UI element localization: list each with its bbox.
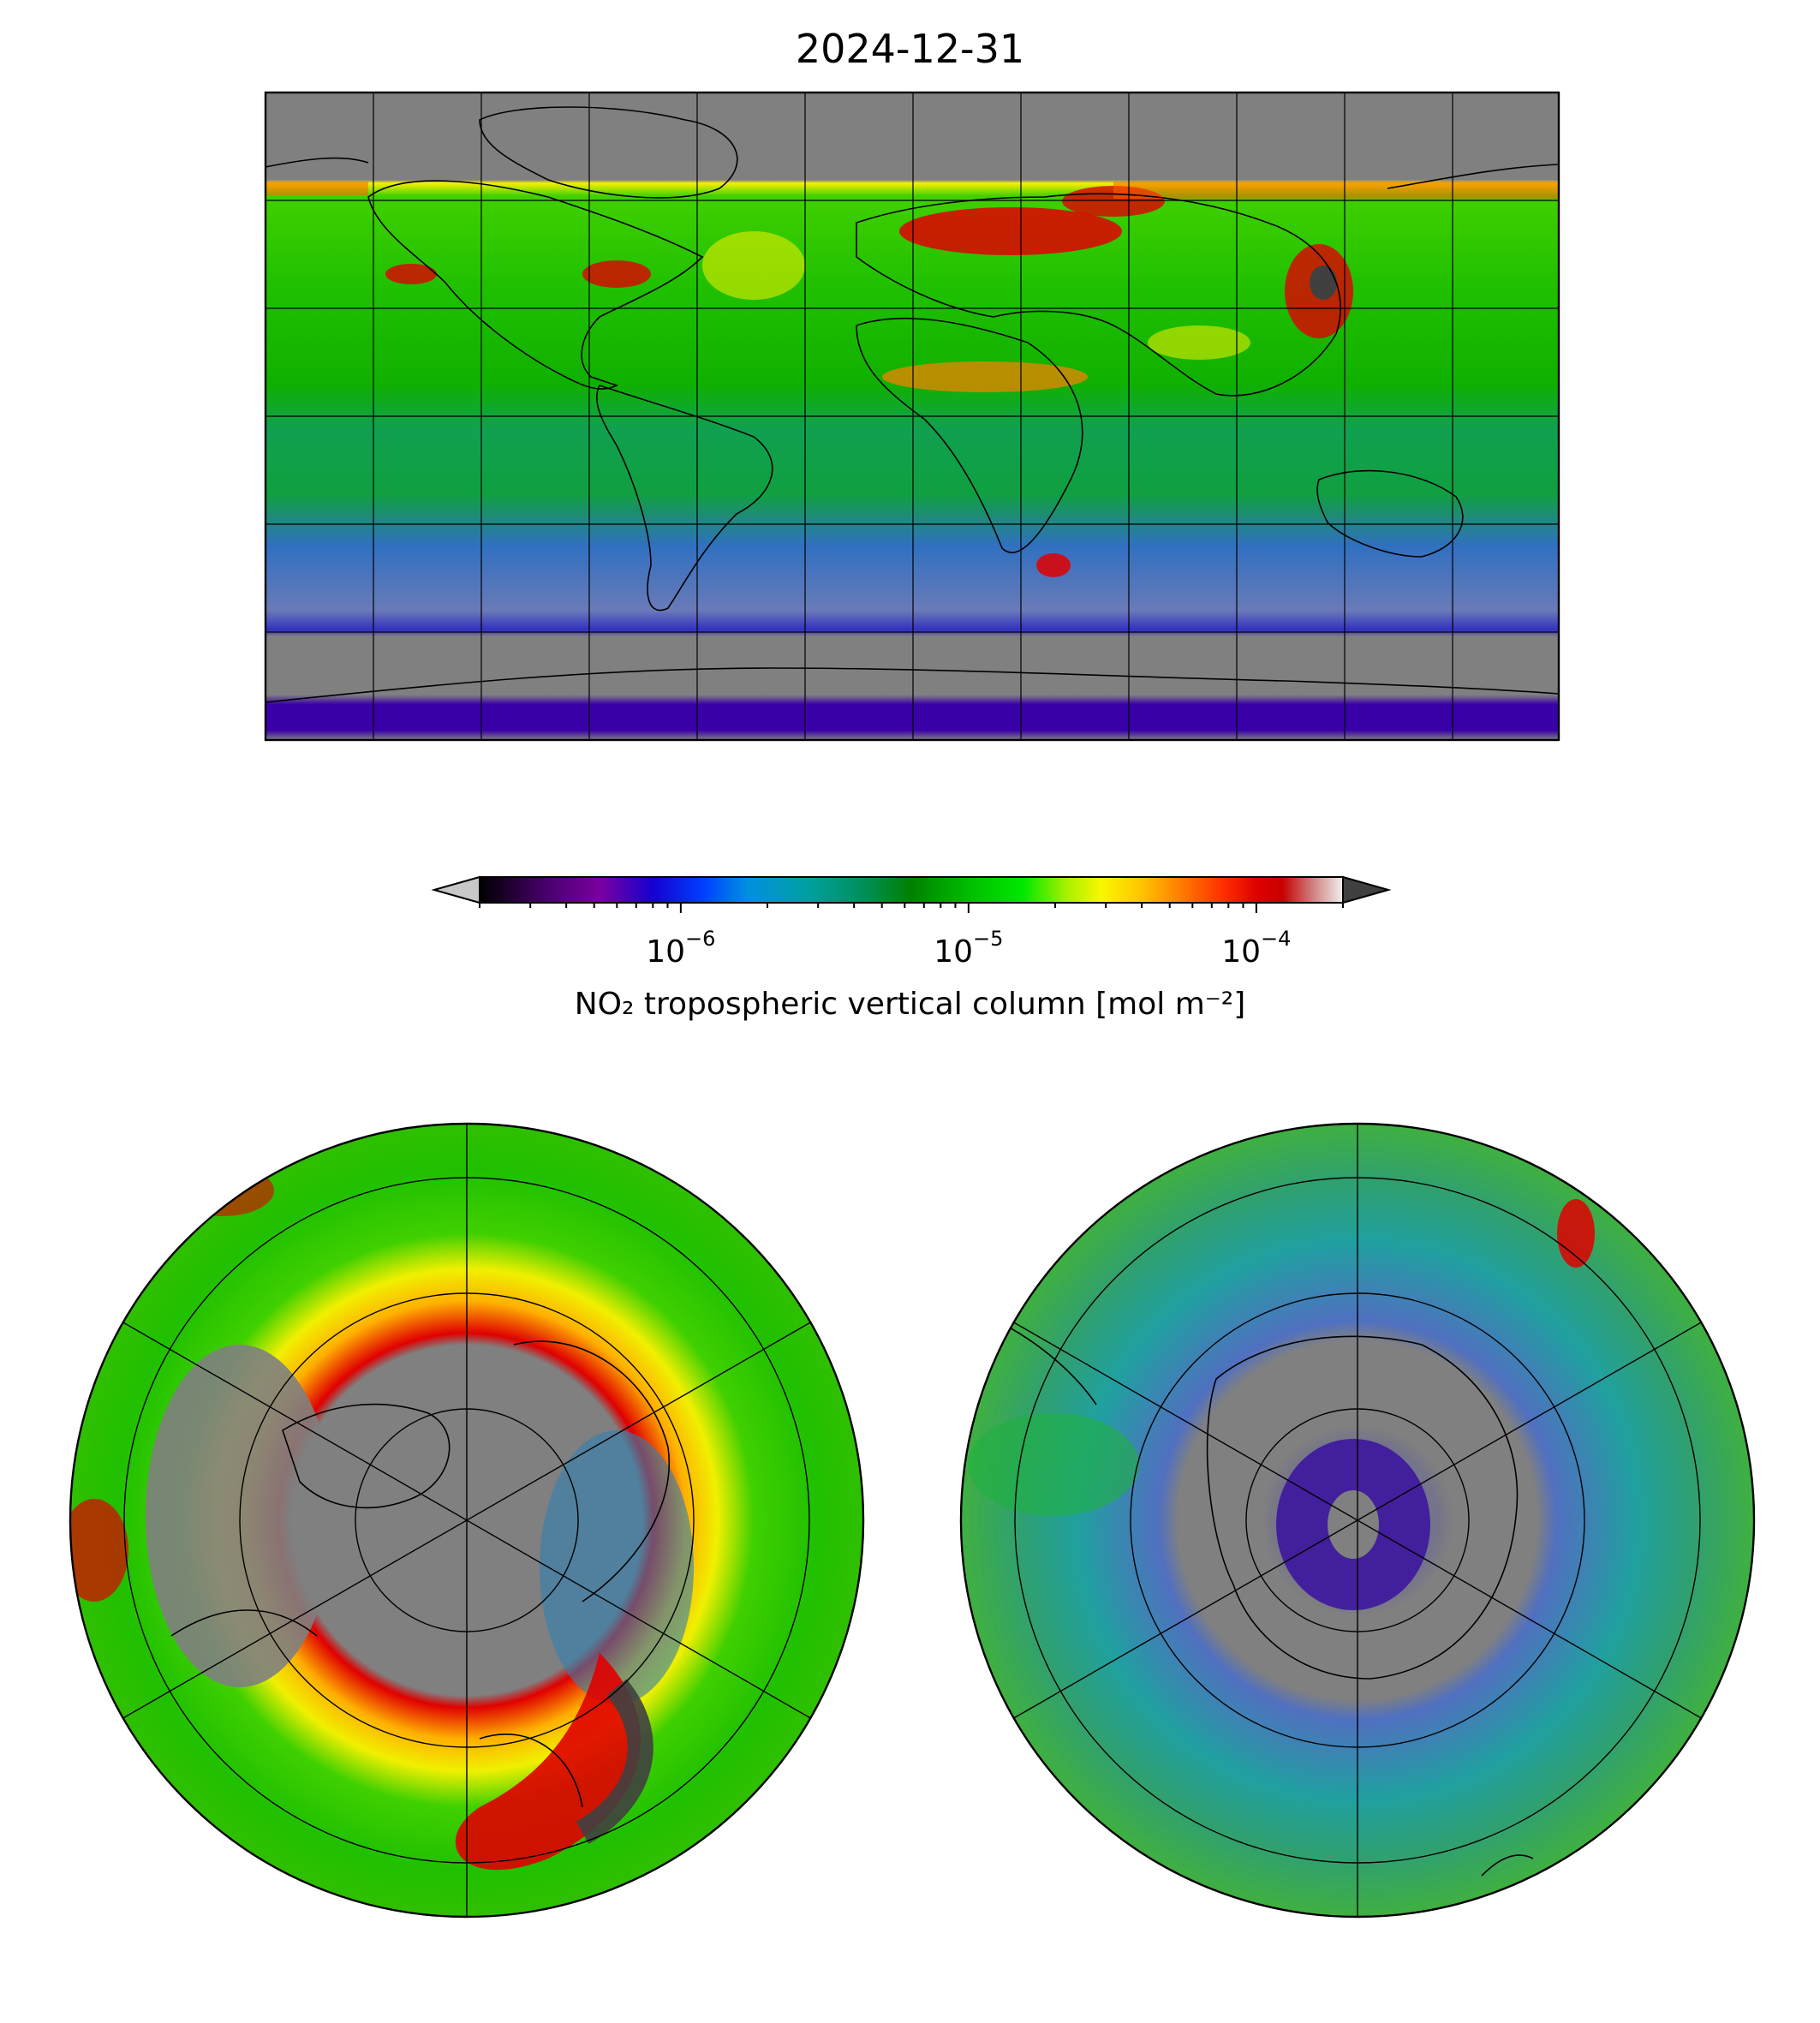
colorbar-over-arrow [1342,875,1392,904]
colorbar-tick-base: 10 [1221,934,1262,970]
global-coastlines [266,106,1559,703]
colorbar [431,875,1392,913]
figure-title: 2024-12-31 [795,26,1025,72]
colorbar-tick-label: 10−6 [646,927,715,970]
global-gridlines [266,92,1559,740]
colorbar-tick-base: 10 [934,934,974,970]
colorbar-tick-exponent: −5 [973,927,1004,951]
south-polar-map [959,1122,1756,1919]
global-map [264,91,1560,742]
colorbar-tick-exponent: −4 [1261,927,1292,951]
colorbar-gradient [479,876,1344,904]
north-coastlines [170,1340,670,1808]
colorbar-tick-exponent: −6 [685,927,716,951]
colorbar-tick-label: 10−4 [1221,927,1291,970]
colorbar-tick-marks [479,903,1344,913]
colorbar-label: NO₂ tropospheric vertical column [mol m⁻… [574,987,1246,1022]
south-polar-field [961,1124,1754,1917]
north-polar-field [70,1124,863,1917]
colorbar-under-arrow [431,875,480,904]
south-gridlines [1011,1124,1704,1917]
north-gridlines [121,1124,813,1917]
colorbar-tick-base: 10 [646,934,686,970]
colorbar-tick-label: 10−5 [934,927,1003,970]
global-map-field [266,92,1559,740]
north-polar-map [69,1122,865,1919]
